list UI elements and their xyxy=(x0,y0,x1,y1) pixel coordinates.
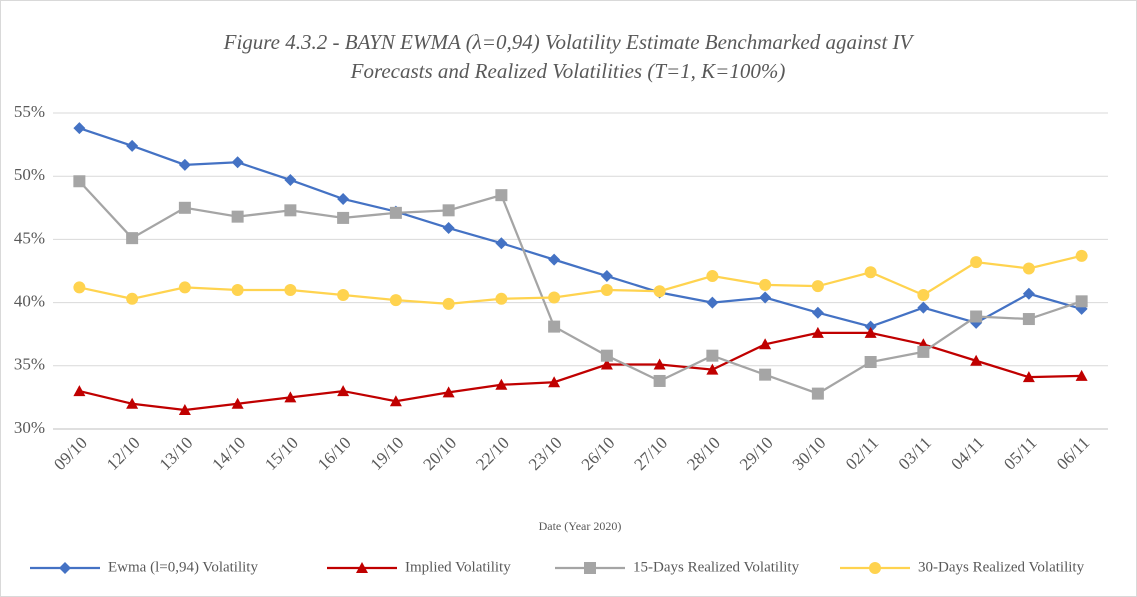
data-point xyxy=(442,204,455,217)
data-point xyxy=(442,386,455,398)
data-point xyxy=(1022,262,1035,275)
legend-marker xyxy=(59,562,71,574)
series-line xyxy=(79,254,1082,305)
data-point xyxy=(126,232,139,245)
legend-label: Implied Volatility xyxy=(405,559,511,575)
data-point xyxy=(495,378,508,390)
data-point xyxy=(1022,313,1035,326)
data-point xyxy=(548,253,561,266)
data-point xyxy=(706,296,719,309)
data-point xyxy=(653,285,666,298)
data-point xyxy=(600,358,613,370)
y-tick-label: 35% xyxy=(14,355,45,374)
data-point xyxy=(706,363,719,375)
data-point xyxy=(442,297,455,310)
data-point xyxy=(759,368,772,381)
data-point xyxy=(811,306,824,319)
chart-title-line: Forecasts and Realized Volatilities (T=1… xyxy=(350,59,786,83)
data-point xyxy=(548,291,561,304)
legend-label: 30-Days Realized Volatility xyxy=(918,559,1085,575)
y-tick-label: 45% xyxy=(14,228,45,247)
data-point xyxy=(759,278,772,291)
data-point xyxy=(706,349,719,362)
data-point xyxy=(600,270,613,283)
series-line xyxy=(79,331,1082,412)
data-point xyxy=(495,189,508,202)
data-point xyxy=(548,320,561,333)
data-point xyxy=(970,256,983,269)
data-point xyxy=(495,237,508,250)
data-point xyxy=(864,356,877,369)
legend-label: Ewma (l=0,94) Volatility xyxy=(108,559,258,575)
data-point xyxy=(73,122,86,135)
series-line xyxy=(78,180,1082,395)
data-point xyxy=(178,201,191,214)
data-point xyxy=(1022,287,1035,300)
data-point xyxy=(706,270,719,283)
data-point xyxy=(337,289,350,302)
data-point xyxy=(917,301,930,314)
data-point xyxy=(864,326,877,338)
y-tick-label: 40% xyxy=(14,292,45,311)
data-point xyxy=(759,291,772,304)
data-point xyxy=(337,192,350,205)
data-point xyxy=(811,280,824,293)
data-point xyxy=(917,289,930,302)
legend-marker xyxy=(356,562,368,573)
data-point xyxy=(600,283,613,296)
data-point xyxy=(864,266,877,279)
data-point xyxy=(1075,295,1088,308)
data-point xyxy=(389,294,402,307)
data-point xyxy=(73,281,86,294)
data-point xyxy=(917,345,930,358)
data-point xyxy=(442,222,455,235)
data-point xyxy=(1075,249,1088,262)
chart-title-line: Figure 4.3.2 - BAYN EWMA (λ=0,94) Volati… xyxy=(223,30,915,54)
data-point xyxy=(231,156,244,169)
data-point xyxy=(970,354,983,366)
data-point xyxy=(864,320,877,333)
data-point xyxy=(389,395,402,407)
y-tick-label: 50% xyxy=(14,165,45,184)
legend-marker xyxy=(869,562,881,574)
data-point xyxy=(653,374,666,387)
data-point xyxy=(73,175,86,188)
data-point xyxy=(337,211,350,224)
data-point xyxy=(337,385,350,397)
data-point xyxy=(231,283,244,296)
x-axis-label: Date (Year 2020) xyxy=(539,519,622,533)
data-point xyxy=(284,283,297,296)
series-line xyxy=(79,127,1082,328)
data-point xyxy=(548,376,561,388)
data-point xyxy=(178,281,191,294)
data-point xyxy=(284,204,297,217)
data-point xyxy=(178,158,191,171)
data-point xyxy=(970,310,983,323)
data-point xyxy=(600,349,613,362)
data-point xyxy=(284,391,297,403)
data-point xyxy=(759,338,772,350)
data-point xyxy=(1022,371,1035,383)
data-point xyxy=(231,397,244,409)
data-point xyxy=(284,173,297,186)
y-tick-label: 55% xyxy=(14,102,45,121)
legend-label: 15-Days Realized Volatility xyxy=(633,559,800,575)
data-point xyxy=(811,387,824,400)
data-point xyxy=(811,326,824,338)
data-point xyxy=(126,397,139,409)
data-point xyxy=(178,404,191,416)
data-point xyxy=(1075,369,1088,381)
data-point xyxy=(73,385,86,397)
data-point xyxy=(126,292,139,305)
data-point xyxy=(495,292,508,305)
data-point xyxy=(653,358,666,370)
data-point xyxy=(231,210,244,223)
legend-marker xyxy=(584,562,596,574)
y-tick-label: 30% xyxy=(14,418,45,437)
data-point xyxy=(389,206,402,219)
data-point xyxy=(126,139,139,152)
